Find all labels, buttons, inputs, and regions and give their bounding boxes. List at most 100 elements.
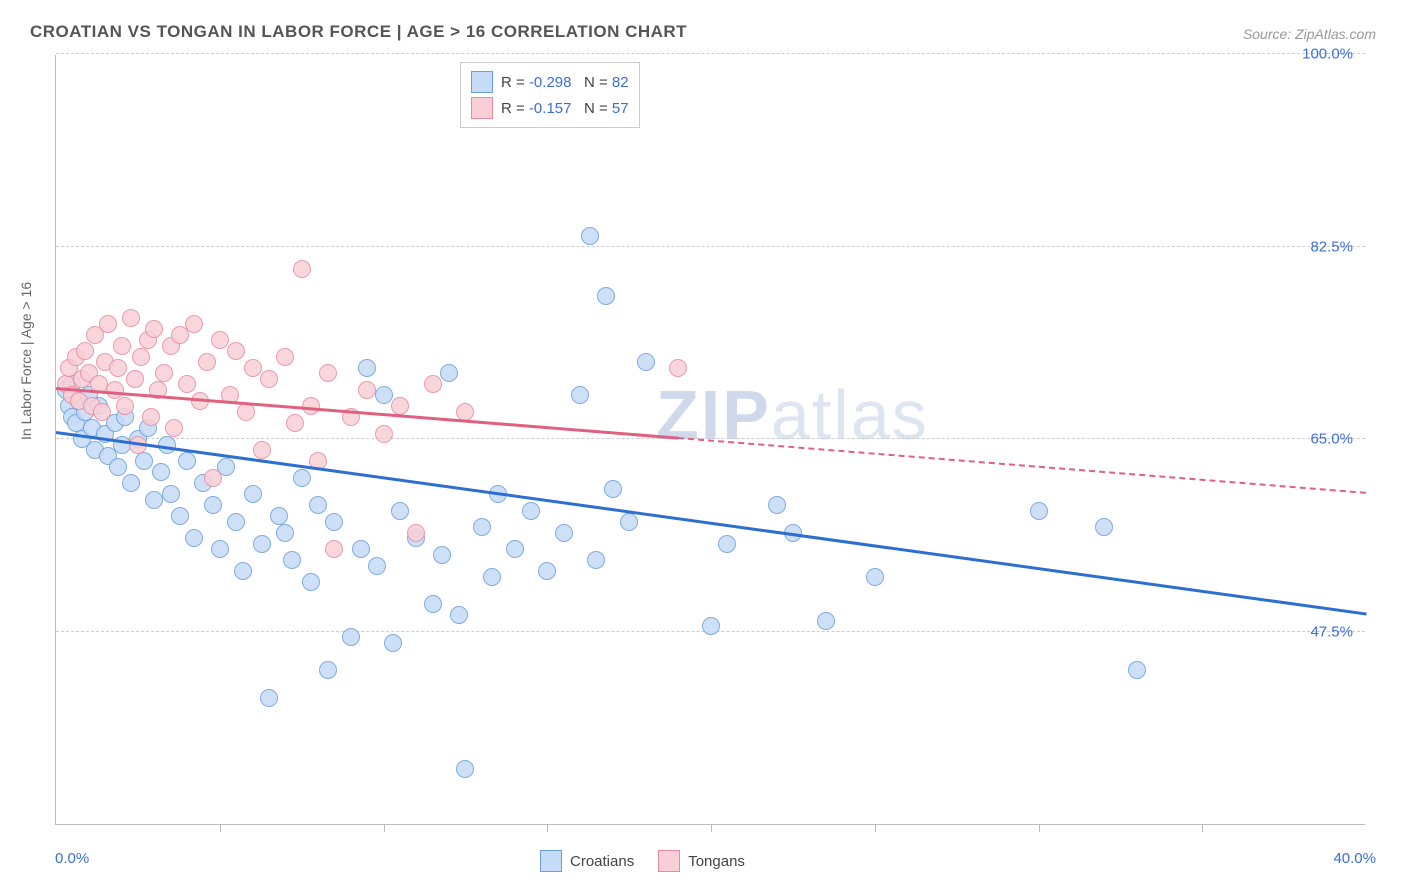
data-point [152, 463, 170, 481]
data-point [253, 441, 271, 459]
y-tick-label: 47.5% [1310, 623, 1353, 640]
data-point [145, 491, 163, 509]
data-point [211, 540, 229, 558]
legend-stat-text: R = -0.298 N = 82 [501, 74, 629, 91]
data-point [185, 529, 203, 547]
data-point [538, 562, 556, 580]
data-point [253, 535, 271, 553]
data-point [718, 535, 736, 553]
data-point [76, 342, 94, 360]
data-point [185, 315, 203, 333]
data-point [116, 397, 134, 415]
data-point [135, 452, 153, 470]
data-point [122, 309, 140, 327]
legend-item: Tongans [658, 850, 745, 872]
data-point [319, 661, 337, 679]
data-point [433, 546, 451, 564]
data-point [158, 436, 176, 454]
legend-stat-row: R = -0.157 N = 57 [471, 95, 629, 121]
data-point [109, 458, 127, 476]
data-point [637, 353, 655, 371]
series-legend: Croatians Tongans [540, 850, 745, 872]
data-point [1030, 502, 1048, 520]
data-point [276, 348, 294, 366]
data-point [571, 386, 589, 404]
data-point [506, 540, 524, 558]
x-min-label: 0.0% [55, 850, 89, 867]
data-point [319, 364, 337, 382]
data-point [244, 485, 262, 503]
data-point [204, 469, 222, 487]
data-point [587, 551, 605, 569]
data-point [260, 370, 278, 388]
correlation-legend: R = -0.298 N = 82 R = -0.157 N = 57 [460, 62, 640, 128]
data-point [456, 760, 474, 778]
data-point [293, 260, 311, 278]
data-point [178, 375, 196, 393]
legend-stat-row: R = -0.298 N = 82 [471, 69, 629, 95]
data-point [358, 359, 376, 377]
data-point [522, 502, 540, 520]
data-point [391, 502, 409, 520]
data-point [211, 331, 229, 349]
data-point [456, 403, 474, 421]
legend-item: Croatians [540, 850, 634, 872]
data-point [450, 606, 468, 624]
legend-swatch [471, 71, 493, 93]
data-point [132, 348, 150, 366]
data-point [768, 496, 786, 514]
data-point [109, 359, 127, 377]
data-point [142, 408, 160, 426]
trend-line [678, 437, 1366, 494]
data-point [145, 320, 163, 338]
data-point [234, 562, 252, 580]
data-point [817, 612, 835, 630]
data-point [309, 496, 327, 514]
data-point [424, 595, 442, 613]
data-point [227, 342, 245, 360]
data-point [155, 364, 173, 382]
data-point [165, 419, 183, 437]
x-tick [220, 824, 221, 832]
gridline-h [56, 246, 1365, 247]
data-point [407, 524, 425, 542]
chart-title: CROATIAN VS TONGAN IN LABOR FORCE | AGE … [30, 22, 687, 42]
data-point [424, 375, 442, 393]
data-point [171, 507, 189, 525]
y-tick-label: 100.0% [1302, 46, 1353, 63]
legend-stat-text: R = -0.157 N = 57 [501, 100, 629, 117]
data-point [99, 315, 117, 333]
data-point [669, 359, 687, 377]
data-point [162, 485, 180, 503]
data-point [368, 557, 386, 575]
x-tick [711, 824, 712, 832]
trend-line [56, 431, 1366, 615]
data-point [604, 480, 622, 498]
data-point [325, 513, 343, 531]
data-point [375, 386, 393, 404]
data-point [866, 568, 884, 586]
data-point [358, 381, 376, 399]
data-point [227, 513, 245, 531]
y-axis-label: In Labor Force | Age > 16 [18, 282, 34, 440]
x-tick [384, 824, 385, 832]
data-point [581, 227, 599, 245]
y-tick-label: 65.0% [1310, 431, 1353, 448]
data-point [1128, 661, 1146, 679]
legend-swatch [471, 97, 493, 119]
x-max-label: 40.0% [1333, 850, 1376, 867]
legend-label: Croatians [570, 853, 634, 870]
source-label: Source: ZipAtlas.com [1243, 26, 1376, 42]
chart-container: CROATIAN VS TONGAN IN LABOR FORCE | AGE … [0, 0, 1406, 892]
data-point [244, 359, 262, 377]
gridline-h [56, 53, 1365, 54]
x-tick [1039, 824, 1040, 832]
data-point [325, 540, 343, 558]
watermark: ZIPatlas [656, 375, 929, 455]
data-point [260, 689, 278, 707]
data-point [1095, 518, 1113, 536]
data-point [178, 452, 196, 470]
legend-swatch [540, 850, 562, 872]
y-tick-label: 82.5% [1310, 238, 1353, 255]
data-point [391, 397, 409, 415]
